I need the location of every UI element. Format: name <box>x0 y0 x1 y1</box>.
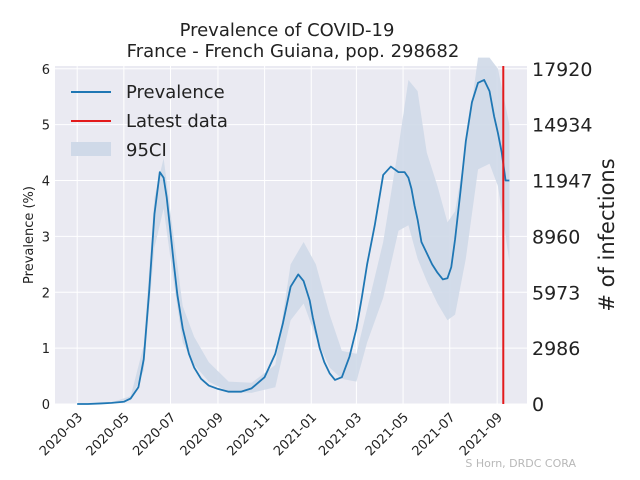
legend-latest-label: Latest data <box>126 111 228 132</box>
ci-band-layer <box>77 57 510 404</box>
y-tick-label: 1 <box>42 342 50 357</box>
y-tick-label: 4 <box>42 175 50 190</box>
y-tick-label: 6 <box>42 63 50 78</box>
y-tick-label: 5 <box>42 119 50 134</box>
legend-ci-swatch <box>71 142 111 156</box>
legend: Prevalence Latest data 95CI <box>71 82 228 161</box>
x-tick-label: 2020-11 <box>224 410 273 459</box>
y-right-tick-label: 2986 <box>532 338 580 360</box>
y-right-tick-label: 17920 <box>532 59 592 81</box>
ci-band <box>77 57 510 404</box>
y-right-tick-label: 5973 <box>532 282 580 304</box>
x-tick-label: 2021-05 <box>363 410 412 459</box>
x-tick-label: 2020-03 <box>37 410 86 459</box>
chart-title: Prevalence of COVID-19 <box>180 20 395 41</box>
prevalence-line-layer <box>77 79 510 405</box>
x-tick-label: 2021-09 <box>457 410 506 459</box>
y-axis-label: Prevalence (%) <box>22 186 37 284</box>
x-tick-label: 2020-07 <box>130 410 179 459</box>
y-axis-right: 0 2986 5973 8960 11947 14934 17920 <box>532 59 592 416</box>
x-tick-label: 2020-09 <box>178 410 227 459</box>
y-right-tick-label: 0 <box>532 394 544 416</box>
prevalence-line <box>77 79 510 405</box>
y-right-tick-label: 14934 <box>532 115 592 137</box>
x-tick-label: 2021-03 <box>316 410 365 459</box>
y-tick-label: 2 <box>42 286 50 301</box>
y-tick-label: 3 <box>42 230 50 245</box>
y-tick-label: 0 <box>42 398 50 413</box>
chart-subtitle: France - French Guiana, pop. 298682 <box>127 41 460 62</box>
x-tick-label: 2021-07 <box>410 410 459 459</box>
x-tick-label: 2021-01 <box>271 410 320 459</box>
y-axis-right-label: # of infections <box>595 158 619 311</box>
y-right-tick-label: 11947 <box>532 171 592 193</box>
author-credit: S Horn, DRDC CORA <box>465 457 576 470</box>
y-right-tick-label: 8960 <box>532 226 580 248</box>
y-axis-left: 0 1 2 3 4 5 6 <box>42 63 50 413</box>
x-tick-label: 2020-05 <box>84 410 133 459</box>
legend-prevalence-label: Prevalence <box>126 82 225 103</box>
legend-ci-label: 95CI <box>126 140 167 161</box>
x-axis: 2020-032020-052020-072020-092020-112021-… <box>37 410 506 459</box>
